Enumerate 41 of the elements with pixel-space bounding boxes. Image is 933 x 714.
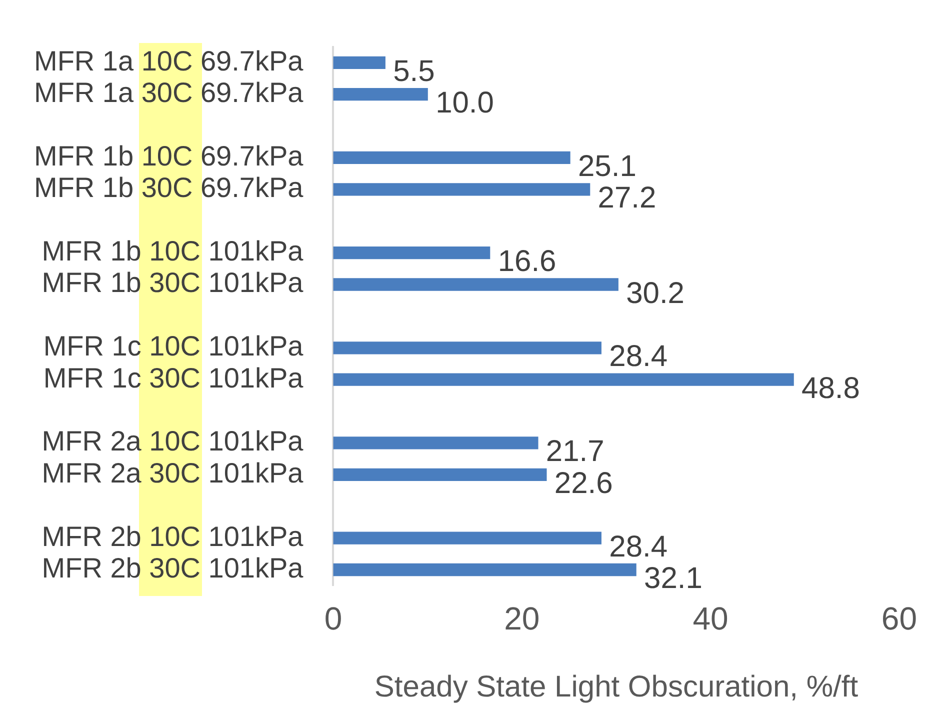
bar [333, 88, 428, 101]
bar [333, 246, 490, 260]
y-tick-label: MFR 1b 30C 101kPa [42, 267, 304, 298]
y-tick-label: MFR 1b 10C 101kPa [42, 236, 304, 267]
x-tick-label: 40 [692, 600, 728, 637]
y-tick-label: MFR 1c 30C 101kPa [43, 362, 304, 394]
y-tick-label: MFR 2a 30C 101kPa [42, 457, 304, 488]
x-tick-label: 60 [881, 600, 917, 637]
bar [333, 278, 618, 291]
y-tick-label: MFR 1a 30C 69.7kPa [34, 77, 304, 108]
bar [333, 436, 538, 450]
data-label: 30.2 [626, 276, 684, 310]
y-tick-label: MFR 2a 10C 101kPa [42, 426, 304, 457]
x-tick-label: 0 [324, 600, 342, 637]
bar [333, 151, 570, 164]
data-label: 16.6 [498, 245, 556, 278]
bar [333, 468, 547, 481]
x-tick-label: 20 [504, 600, 540, 637]
y-tick-label: MFR 2b 30C 101kPa [42, 552, 304, 584]
data-label: 25.1 [578, 150, 636, 183]
data-label: 48.8 [802, 372, 860, 405]
data-label: 5.5 [393, 54, 435, 88]
bar [333, 183, 590, 196]
data-label: 22.6 [554, 466, 613, 500]
y-tick-label: MFR 1b 10C 69.7kPa [34, 140, 304, 172]
x-axis-title: Steady State Light Obscuration, %/ft [374, 670, 859, 704]
bar [333, 563, 636, 576]
data-label: 21.7 [546, 435, 604, 468]
y-tick-label: MFR 1c 10C 101kPa [43, 330, 304, 362]
data-label: 10.0 [436, 86, 494, 120]
bar [333, 342, 602, 354]
data-label: 27.2 [598, 182, 656, 215]
data-label: 32.1 [644, 562, 702, 596]
y-tick-label: MFR 2b 10C 101kPa [42, 520, 304, 552]
data-label: 28.4 [609, 530, 668, 564]
bar [333, 373, 794, 386]
y-tick-label: MFR 1b 30C 69.7kPa [34, 172, 304, 204]
y-tick-label: MFR 1a 10C 69.7kPa [34, 45, 304, 76]
bar [333, 56, 386, 69]
bar [333, 532, 602, 544]
data-label: 28.4 [609, 340, 668, 374]
